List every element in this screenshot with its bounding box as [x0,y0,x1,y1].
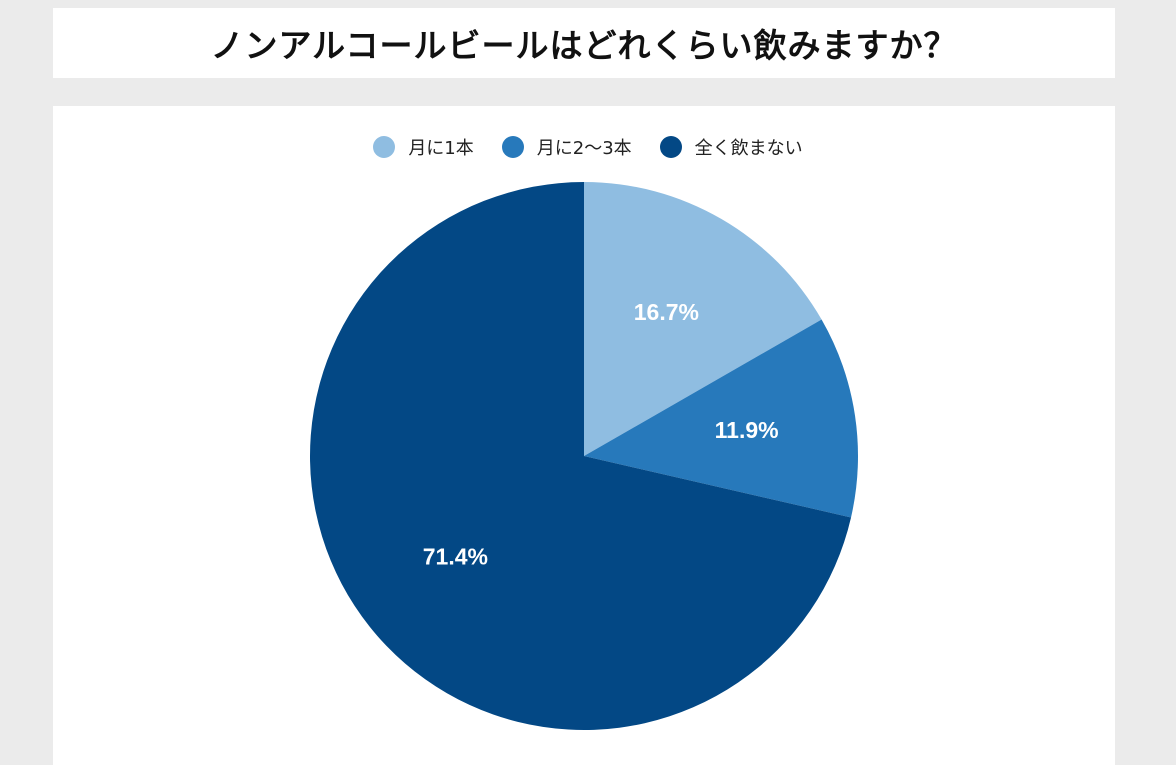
slice-monthly-2-3[interactable] [584,319,859,518]
legend-swatch [659,136,682,158]
slice-value-label: 16.7% [634,299,699,325]
slice-monthly-1[interactable] [584,182,822,456]
legend-item-never[interactable]: 全く飲まない [659,134,803,160]
chart-legend: 月に1本 月に2〜3本 全く飲まない [0,134,1176,160]
slice-value-label: 71.4% [423,543,488,569]
legend-label: 月に1本 [408,138,474,159]
legend-label: 月に2〜3本 [536,138,632,159]
legend-item-monthly-1[interactable]: 月に1本 [373,134,474,160]
slice-never[interactable] [310,182,852,730]
legend-label: 全く飲まない [694,138,803,159]
title-panel: ノンアルコールビールはどれくらい飲みますか？ [53,8,1115,78]
legend-swatch [373,136,396,158]
page-title: ノンアルコールビールはどれくらい飲みますか？ [210,26,958,65]
legend-item-monthly-2-3[interactable]: 月に2〜3本 [501,134,632,160]
slice-value-label: 11.9% [715,417,779,443]
legend-swatch [501,136,524,158]
